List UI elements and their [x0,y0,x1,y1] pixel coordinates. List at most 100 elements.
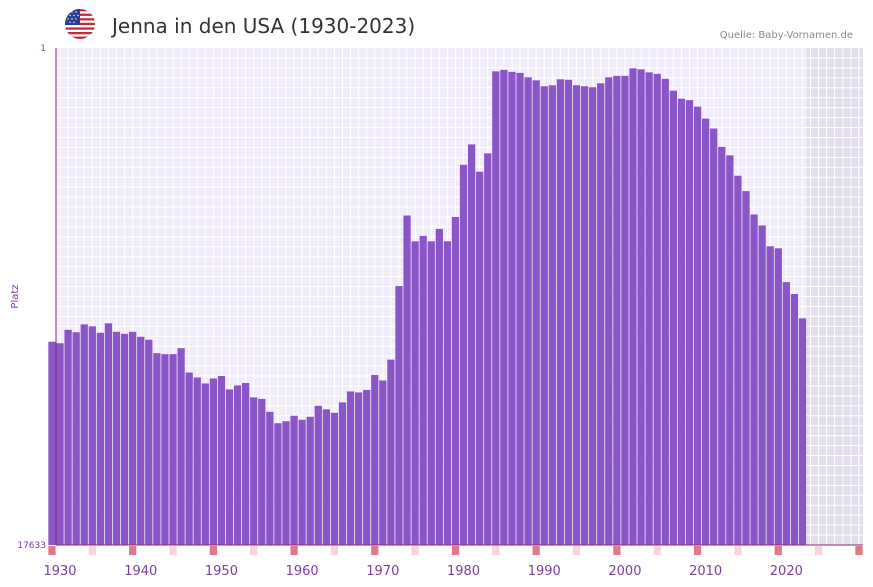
year-marker-1974 [411,546,419,555]
bar-1970 [379,380,387,545]
bar-1998 [605,77,613,545]
bar-2001 [629,68,637,545]
bar-1969 [371,375,379,545]
bar-1963 [322,409,330,545]
bar-1953 [242,382,250,545]
usa-flag-icon [65,9,95,39]
bar-1989 [532,80,540,546]
bar-1936 [104,323,113,545]
y-axis-label: Platz [10,284,21,308]
bar-1994 [572,85,581,546]
bar-2017 [758,225,766,545]
bar-1957 [274,423,282,545]
year-marker-1979 [451,546,460,555]
bar-2005 [661,78,669,546]
bar-2020 [782,282,790,545]
x-tick-label-1990: 1990 [528,564,561,579]
x-tick-label-1930: 1930 [43,564,76,579]
bar-1941 [145,339,153,545]
year-marker-1944 [169,546,177,555]
x-tick-label-2000: 2000 [608,564,641,579]
bar-1939 [129,331,137,545]
bar-1988 [524,77,532,545]
bar-1947 [193,377,201,545]
bar-1948 [201,383,209,545]
bar-2008 [685,100,694,545]
bar-2016 [750,214,758,545]
source-credit: Quelle: Baby-Vornamen.de [719,30,853,41]
x-tick-label-1970: 1970 [366,564,399,579]
year-marker-1949 [209,546,217,555]
bar-2002 [637,69,645,545]
bar-2012 [718,146,726,545]
bar-1991 [548,85,556,546]
bar-2011 [710,128,718,545]
bar-1965 [338,402,347,545]
x-tick-label-1960: 1960 [286,564,319,579]
bar-2010 [702,118,710,545]
bar-1934 [88,326,96,545]
bar-2019 [774,248,782,545]
year-marker-1999 [613,546,621,555]
bar-1992 [556,79,565,545]
year-marker-2004 [653,546,661,555]
bar-1945 [177,348,185,545]
bar-1968 [363,389,371,545]
bar-1981 [467,144,476,545]
year-marker-1964 [330,546,339,555]
x-tick-label-1950: 1950 [205,564,238,579]
bar-1949 [209,378,217,545]
bar-1962 [314,405,322,545]
bar-1974 [411,241,419,545]
bar-1938 [120,333,129,545]
bar-1993 [564,79,573,546]
year-marker-1994 [572,546,581,555]
bar-2015 [742,191,750,546]
bar-1976 [427,241,435,545]
bar-1943 [161,354,169,545]
bar-2003 [645,72,653,545]
bar-1975 [419,235,427,545]
year-marker-2029 [855,546,863,555]
bar-1954 [250,397,258,545]
bar-2004 [653,73,661,546]
bar-1930 [56,343,64,545]
bar-2014 [734,175,742,545]
x-tick-label-1980: 1980 [447,564,480,579]
bar-1944 [169,354,177,545]
bar-1932 [72,332,80,545]
bar-2018 [766,246,774,546]
year-marker-1939 [129,546,137,555]
bar-1942 [153,353,161,545]
bar-1956 [266,411,274,545]
bar-1971 [387,359,395,545]
x-tick-labels: 1930 1940 1950 1960 1970 1980 1990 2000 2010 2020 [43,564,802,579]
bar-1950 [217,376,226,545]
bar-1986 [508,71,516,545]
x-tick-label-2010: 2010 [689,564,722,579]
bar-1960 [298,419,306,545]
x-tick-label-2020: 2020 [770,564,803,579]
bar-1940 [137,336,145,545]
year-marker-1984 [492,546,500,555]
year-marker-1969 [371,546,379,555]
bar-1978 [443,241,452,545]
year-marker-2009 [693,546,702,555]
bar-2022 [798,318,807,545]
year-marker-1959 [290,546,298,555]
y-tick-label-top: 1 [40,44,46,54]
bar-1973 [403,215,411,545]
bar-1990 [540,86,548,546]
bar-1937 [112,331,121,545]
bar-1983 [484,153,492,545]
bar-1931 [64,329,72,545]
bar-1964 [330,412,339,545]
bar-1982 [476,171,484,546]
bar-1984 [492,71,500,545]
bar-2013 [726,155,734,546]
y-tick-label-bottom: 17633 [17,541,46,551]
bar-1987 [516,72,524,545]
year-marker-1989 [532,546,540,555]
bar-series [48,68,807,546]
